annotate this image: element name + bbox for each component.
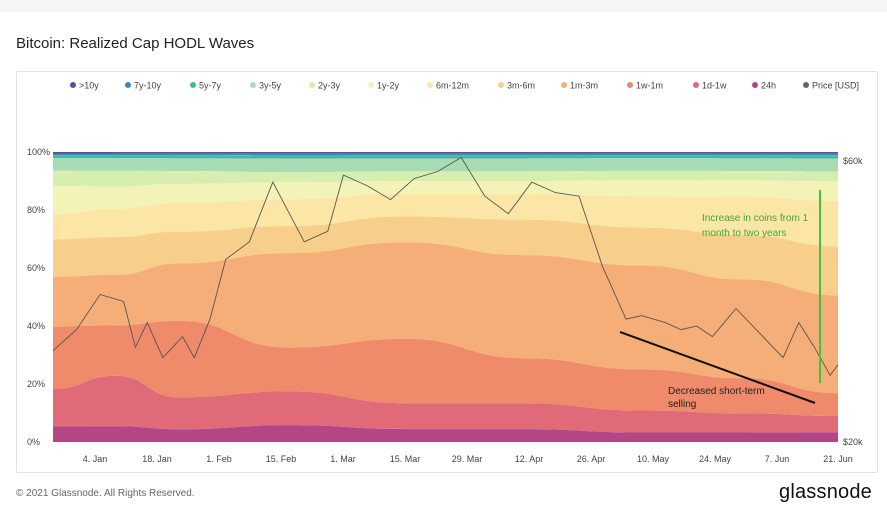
x-tick-label: 10. May: [637, 454, 670, 464]
y2-tick-label: $60k: [843, 156, 863, 166]
chart-title: Bitcoin: Realized Cap HODL Waves: [16, 35, 255, 52]
x-tick-label: 26. Apr: [577, 454, 606, 464]
y-tick-label: 60%: [27, 263, 45, 273]
wave-band-3y-5y: [53, 158, 838, 173]
legend-label: 6m-12m: [436, 81, 469, 91]
legend-marker: [627, 82, 633, 88]
wave-band-7y-10y: [53, 153, 838, 156]
annotation-decrease: selling: [668, 399, 696, 410]
x-tick-label: 12. Apr: [515, 454, 544, 464]
y-tick-label: 0%: [27, 437, 40, 447]
wave-band-1w-1m: [53, 320, 838, 416]
top-bar: [0, 0, 887, 12]
y-tick-label: 100%: [27, 147, 50, 157]
y-tick-label: 40%: [27, 321, 45, 331]
wave-band-3m-6m: [53, 216, 838, 296]
x-tick-label: 15. Mar: [390, 454, 421, 464]
legend-label: 1w-1m: [636, 81, 663, 91]
legend-label: >10y: [79, 81, 99, 91]
annotation-increase: Increase in coins from 1: [702, 213, 809, 224]
legend-marker: [70, 82, 76, 88]
x-tick-label: 21. Jun: [823, 454, 853, 464]
price-line: [52, 156, 839, 377]
x-tick-label: 24. May: [699, 454, 732, 464]
legend-marker: [309, 82, 315, 88]
legend-label: 3y-5y: [259, 81, 282, 91]
legend-label: Price [USD]: [812, 81, 859, 91]
legend-label: 2y-3y: [318, 81, 341, 91]
x-tick-label: 1. Mar: [330, 454, 356, 464]
legend-marker: [125, 82, 131, 88]
legend-label: 5y-7y: [199, 81, 222, 91]
y-tick-label: 80%: [27, 205, 45, 215]
legend-marker: [427, 82, 433, 88]
wave-band-2y-3y: [53, 170, 838, 187]
wave-band-5y-7y: [53, 155, 838, 159]
y-tick-label: 20%: [27, 379, 45, 389]
legend-marker: [693, 82, 699, 88]
wave-band-1y-2y: [53, 180, 838, 215]
wave-band-6m-12m: [53, 193, 838, 247]
legend-marker: [752, 82, 758, 88]
x-tick-label: 29. Mar: [452, 454, 483, 464]
wave-band-1d-1w: [53, 375, 838, 433]
legend-label: 1d-1w: [702, 81, 727, 91]
wave-band-1m-3m: [53, 242, 838, 394]
legend-marker: [190, 82, 196, 88]
legend-label: 7y-10y: [134, 81, 162, 91]
legend-marker: [498, 82, 504, 88]
legend-marker: [368, 82, 374, 88]
annotation-decrease: Decreased short-term: [668, 386, 765, 397]
legend-marker: [803, 82, 809, 88]
wave-band-24h: [53, 425, 838, 442]
glassnode-logo: glassnode: [779, 481, 872, 503]
legend-marker: [250, 82, 256, 88]
x-tick-label: 4. Jan: [83, 454, 108, 464]
legend-label: 1m-3m: [570, 81, 598, 91]
legend-label: 3m-6m: [507, 81, 535, 91]
x-tick-label: 7. Jun: [765, 454, 790, 464]
copyright-footer: © 2021 Glassnode. All Rights Reserved.: [16, 488, 195, 499]
wave-band--10y: [53, 152, 838, 154]
annotation-increase: month to two years: [702, 228, 786, 239]
legend-marker: [561, 82, 567, 88]
x-tick-label: 18. Jan: [142, 454, 172, 464]
x-tick-label: 15. Feb: [266, 454, 297, 464]
legend-label: 24h: [761, 81, 776, 91]
x-tick-label: 1. Feb: [206, 454, 232, 464]
legend-label: 1y-2y: [377, 81, 400, 91]
chart-card: [16, 71, 878, 473]
y2-tick-label: $20k: [843, 437, 863, 447]
decrease-trend-line: [619, 331, 816, 404]
